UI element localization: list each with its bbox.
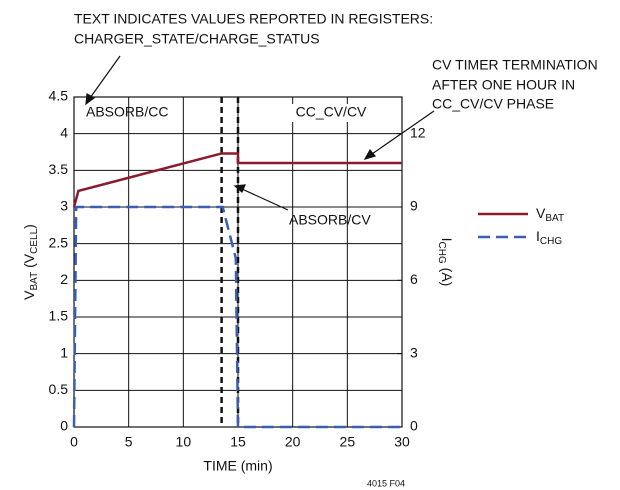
legend-label: ICHG: [536, 228, 562, 247]
x-axis-label: TIME (min): [203, 458, 272, 474]
y2-tick-label: 0: [410, 418, 418, 434]
axis-label-part: V: [21, 290, 37, 300]
label-bg: [255, 104, 399, 122]
note: CHARGER_STATE/CHARGE_STATUS: [74, 31, 320, 47]
y-tick-label: 1.5: [49, 308, 69, 324]
annotation: CC_CV/CV: [296, 104, 367, 120]
arrows: [85, 55, 435, 211]
y2-tick-label: 3: [410, 344, 418, 360]
y-tick-label: 0: [60, 418, 68, 434]
y2-tick-label: 6: [410, 271, 418, 287]
y2-tick-label: 12: [410, 124, 426, 140]
y2-axis-label: ICHG (A): [436, 238, 455, 287]
series-line: [72, 152, 402, 208]
axis-label-part: (A): [439, 264, 455, 287]
annotation: CC_CV/CV PHASE: [432, 96, 554, 112]
axis-label-part: BAT: [29, 272, 40, 291]
y-tick-label: 1: [60, 344, 68, 360]
annotation: ABSORB/CC: [86, 104, 168, 120]
axis-label-part: CELL: [29, 228, 40, 253]
y-tick-label: 0.5: [49, 381, 69, 397]
x-tick-label: 20: [285, 434, 301, 450]
x-tick-label: 10: [176, 434, 192, 450]
x-tick-label: 30: [394, 434, 410, 450]
axis-label-part: (V: [21, 253, 37, 272]
y-tick-label: 3.5: [49, 161, 69, 177]
x-tick-label: 25: [340, 434, 356, 450]
x-tick-label: 0: [70, 434, 78, 450]
figure-id: 4015 F04: [367, 478, 405, 488]
axis-label-part: ): [21, 224, 37, 229]
legend-label: VBAT: [536, 205, 564, 224]
y-tick-label: 4.5: [49, 88, 69, 104]
annotation: AFTER ONE HOUR IN: [432, 77, 575, 93]
y-axis-label: VBAT (VCELL): [21, 224, 40, 300]
note: TEXT INDICATES VALUES REPORTED IN REGIST…: [74, 11, 433, 27]
y-tick-label: 3: [60, 198, 68, 214]
axis-label-part: CHG: [436, 242, 447, 264]
y-tick-label: 2.5: [49, 234, 69, 250]
y-tick-label: 2: [60, 271, 68, 287]
axis-label-part: I: [439, 238, 455, 242]
x-tick-label: 5: [125, 434, 133, 450]
y-tick-label: 4: [60, 124, 68, 140]
annotation: ABSORB/CV: [289, 212, 371, 228]
x-tick-label: 15: [230, 434, 246, 450]
y2-tick-label: 9: [410, 198, 418, 214]
annotation: CV TIMER TERMINATION: [432, 57, 598, 73]
series-line: [72, 205, 402, 429]
